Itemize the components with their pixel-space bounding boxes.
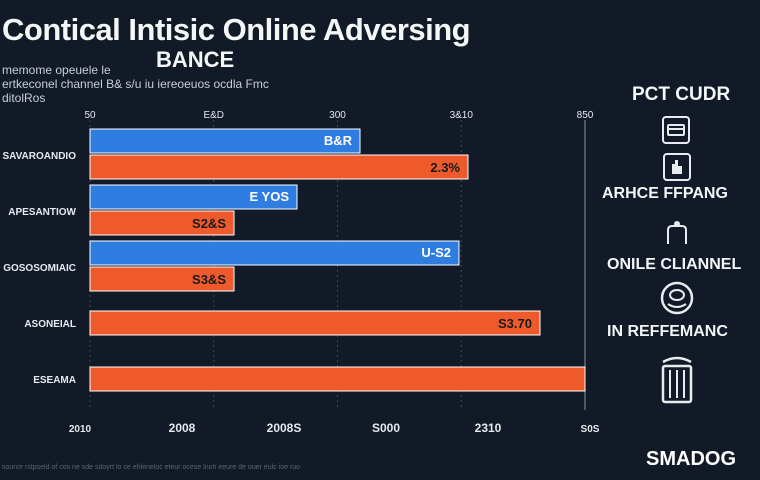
- coin-hand-icon: [660, 281, 694, 315]
- hand-icon: [663, 153, 691, 181]
- basket-icon: [661, 356, 693, 404]
- page-title: Contical Intisic Online Adversing: [2, 12, 471, 47]
- bar-label: 2.3%: [430, 160, 460, 175]
- bar-label: U-S2: [421, 245, 451, 260]
- bottom-tick-label: 2010: [69, 424, 92, 435]
- category-label: GOSOSOMIAIC: [3, 263, 76, 274]
- top-tick-label: 300: [329, 110, 346, 121]
- bar-label: S3.70: [498, 316, 532, 331]
- category-label: SAVAROANDIO: [2, 151, 76, 162]
- bar-blue: [89, 240, 460, 266]
- bar-orange: [89, 310, 541, 336]
- description-line-1: memome opeuele le: [2, 63, 111, 77]
- page-subtitle: BANCE: [156, 47, 235, 72]
- bottom-tick-label: 2008S: [267, 421, 302, 435]
- bottom-tick-label: 2008: [169, 421, 196, 435]
- bottom-tick-label: 2310: [475, 421, 502, 435]
- description-line-2: ertkeconel channel B& s/u iu iereoeuos o…: [2, 77, 269, 91]
- bar-blue: [89, 184, 298, 210]
- sidebar-label-2: ONILE CLIANNEL: [607, 256, 742, 273]
- top-tick-label: E&D: [203, 110, 224, 121]
- bottom-tick-label: S000: [372, 421, 400, 435]
- hand-tap-icon: [667, 221, 687, 244]
- category-label: ASONEIAL: [24, 319, 76, 330]
- card-icon: [662, 116, 690, 144]
- category-label: APESANTIOW: [8, 207, 76, 218]
- bar-orange: [89, 266, 235, 292]
- bar-label: E YOS: [249, 189, 289, 204]
- bar-label: S2&S: [192, 216, 226, 231]
- sidebar-title: PCT CUDR: [632, 84, 731, 105]
- bar-label: B&R: [324, 133, 353, 148]
- sidebar-label-1: ARHCE FFPANG: [602, 185, 728, 202]
- sidebar-label-3: IN REFFEMANC: [607, 323, 728, 340]
- bar-orange: [89, 154, 469, 180]
- category-label: ESEAMA: [33, 375, 76, 386]
- bottom-tick-label: S0S: [581, 424, 600, 435]
- top-tick-label: 3&10: [450, 110, 474, 121]
- bar-orange: [89, 366, 586, 392]
- footnote: source rstpseld of cos ne sde sdoyrt lo …: [2, 464, 301, 471]
- brand-logo-text: SMADOG: [646, 448, 736, 470]
- bar-orange: [89, 210, 235, 236]
- top-tick-label: 850: [577, 110, 594, 121]
- bar-label: S3&S: [192, 272, 226, 287]
- top-tick-label: 50: [84, 110, 96, 121]
- bar-blue: [89, 128, 361, 154]
- description-line-3: ditolRos: [2, 91, 46, 105]
